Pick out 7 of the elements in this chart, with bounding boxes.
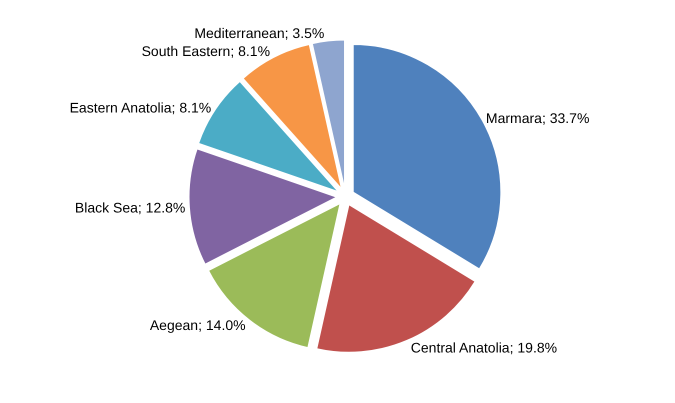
slice-label: Black Sea; 12.8%	[74, 199, 186, 216]
slice-label: Mediterranean; 3.5%	[194, 25, 324, 42]
slice-label: Marmara; 33.7%	[486, 110, 590, 126]
slice-label: South Eastern; 8.1%	[142, 42, 270, 59]
slice-label: Central Anatolia; 19.8%	[410, 339, 558, 356]
slice-label: Aegean; 14.0%	[150, 317, 246, 334]
slice-label: Eastern Anatolia; 8.1%	[70, 99, 212, 116]
